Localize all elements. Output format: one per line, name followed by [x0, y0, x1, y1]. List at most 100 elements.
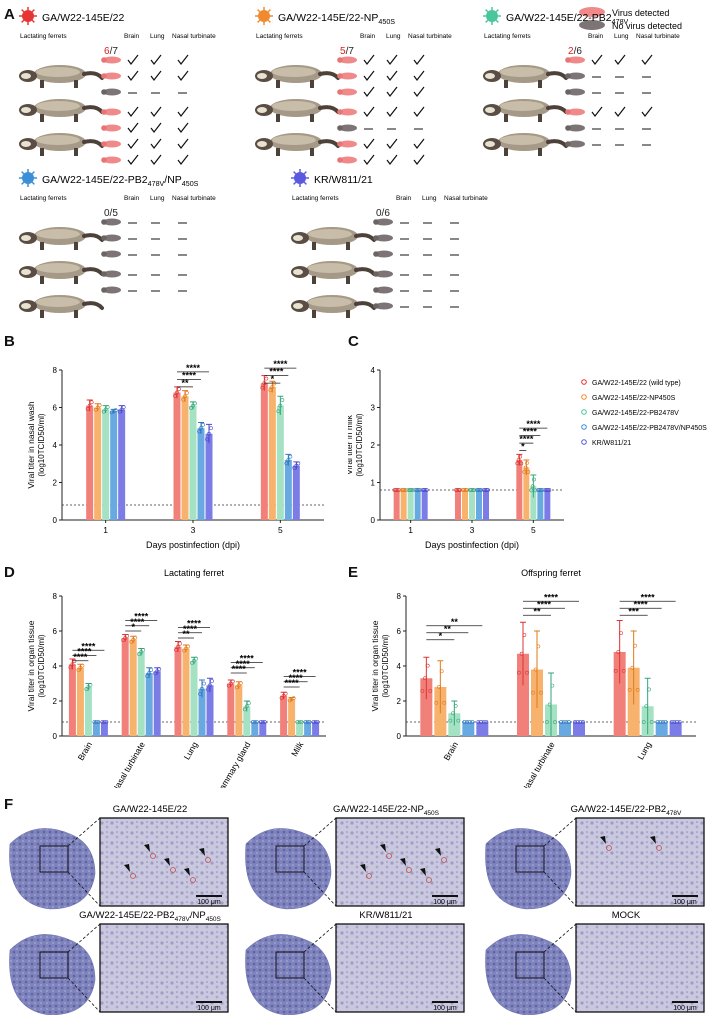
mothers-header: Lactating ferrets: [20, 195, 67, 202]
bar: [304, 722, 312, 736]
panel-a-ferret-transmission: Virus detected No virus detected GA/W22-…: [19, 7, 682, 318]
data-point: [184, 646, 188, 651]
x-category-label: Lung: [635, 740, 653, 762]
data-point: [117, 409, 122, 414]
histology-5: MOCK 100 μm: [485, 910, 705, 1015]
data-point: [439, 669, 444, 674]
bar: [288, 699, 296, 736]
pup-no-virus: [375, 286, 393, 294]
group-title-main: GA/W22-145E/22-PB2: [42, 174, 148, 186]
data-point: [655, 720, 660, 724]
mothers-header: Lactating ferrets: [484, 33, 531, 40]
bar: [137, 652, 145, 736]
ferret-back: [36, 229, 80, 239]
bar: [94, 407, 102, 520]
data-point: [157, 667, 162, 672]
data-point: [420, 688, 425, 693]
transmission-ratio: 0/6: [376, 208, 390, 219]
bar: [292, 465, 300, 520]
data-point: [481, 720, 486, 724]
transmission-ratio: 0/5: [104, 208, 118, 219]
histology-title-sub: 450S: [424, 810, 440, 817]
data-point: [189, 405, 193, 410]
significance-label: ****: [183, 624, 198, 634]
data-point: [476, 488, 481, 492]
data-point: [619, 631, 623, 636]
pup-virus-detected: [103, 56, 121, 64]
pup-head: [565, 125, 571, 131]
data-point: [177, 387, 181, 392]
virus-body: [486, 10, 498, 22]
pup-row: [337, 86, 425, 97]
ferret-leg: [538, 148, 542, 156]
data-point: [284, 461, 289, 466]
y-axis-unit: (log10TCID50/ml): [37, 634, 46, 697]
bar: [92, 722, 100, 736]
significance-label: ***: [628, 606, 639, 616]
data-point: [153, 671, 158, 676]
ferret-face: [21, 73, 31, 79]
ferret-leg: [538, 80, 542, 88]
ferret-leg: [74, 310, 78, 318]
check-icon: [386, 138, 398, 149]
data-point: [448, 718, 453, 723]
bar: [559, 722, 571, 736]
ferret-face: [293, 269, 303, 275]
data-point: [190, 660, 194, 665]
y-tick-label: 2: [397, 697, 402, 706]
ferret-face: [21, 303, 31, 309]
significance-label: ****: [537, 599, 552, 609]
group-title-sub: 478V: [612, 18, 629, 26]
data-point: [420, 488, 425, 492]
data-point: [573, 720, 577, 724]
check-icon: [150, 70, 162, 81]
data-point: [228, 681, 233, 686]
brain-header: Brain: [588, 33, 604, 40]
data-point: [525, 461, 529, 465]
bar: [100, 722, 108, 736]
pup-virus-detected: [339, 72, 357, 80]
ferret-back: [36, 263, 80, 273]
data-point: [260, 385, 265, 390]
significance-label: **: [444, 624, 452, 634]
data-point: [102, 720, 107, 724]
bar: [517, 653, 529, 736]
y-tick-label: 6: [53, 404, 58, 413]
ferret-leg: [40, 114, 44, 122]
ferret-tail: [546, 139, 568, 148]
ratio-total: /6: [574, 46, 583, 57]
pup-head: [101, 109, 107, 115]
data-point: [437, 685, 441, 689]
pup-row: [101, 70, 189, 81]
check-icon: [386, 154, 398, 165]
pup-row: [373, 250, 459, 258]
data-point: [303, 720, 308, 724]
y-tick-label: 2: [371, 441, 376, 450]
data-point: [279, 695, 284, 700]
check-icon: [177, 154, 189, 165]
check-icon: [150, 138, 162, 149]
data-point: [663, 720, 668, 724]
data-point: [479, 720, 483, 724]
pup-row: [373, 270, 459, 278]
data-point: [658, 720, 663, 724]
y-tick-label: 2: [53, 479, 58, 488]
x-category-label: Brain: [76, 740, 95, 762]
significance-label: ****: [240, 654, 255, 664]
lung-header: Lung: [614, 33, 629, 40]
virus-spike: [21, 19, 25, 23]
pup-row: [101, 218, 187, 226]
pup-head: [101, 73, 107, 79]
bar: [312, 722, 320, 736]
bar: [669, 722, 682, 736]
data-point: [394, 488, 398, 492]
pup-head: [565, 141, 571, 147]
ferret-back: [272, 101, 316, 111]
pup-virus-detected: [103, 156, 121, 164]
data-point: [564, 720, 569, 724]
virus-spike: [267, 9, 271, 13]
ferret-leg: [74, 80, 78, 88]
pup-row: [337, 70, 425, 81]
data-point: [94, 720, 99, 724]
data-point: [95, 405, 100, 410]
